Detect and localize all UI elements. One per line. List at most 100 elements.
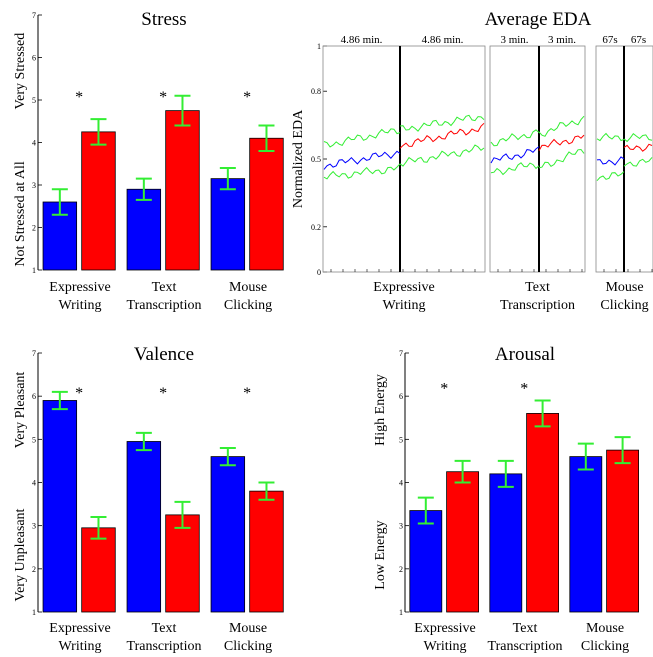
y-tick-label: 1 (399, 608, 403, 617)
bar (249, 137, 284, 271)
segment-label: 3 min. (500, 34, 528, 46)
category-label: Clicking (600, 298, 648, 313)
y-tick-label: 3 (32, 181, 36, 190)
bar (165, 514, 200, 613)
eda-frame (489, 45, 586, 273)
category-label: Writing (424, 639, 467, 654)
category-label: Transcription (500, 298, 575, 313)
significance-marker: * (159, 385, 167, 402)
y-tick-label: 3 (399, 522, 403, 531)
y-tick-label: 1 (317, 42, 321, 51)
category-label: Expressive (49, 621, 110, 636)
category-label: Clicking (224, 298, 272, 313)
bar (606, 449, 639, 613)
significance-marker: * (243, 89, 251, 106)
category-label: Expressive (414, 621, 475, 636)
significance-marker: * (243, 385, 251, 402)
eda-upper-trace (490, 129, 540, 147)
y-label-low: Low Energy (373, 520, 388, 589)
bar (249, 490, 284, 613)
eda-lower-trace (596, 171, 625, 182)
bar (42, 400, 78, 613)
eda-upper-trace (596, 132, 625, 142)
y-label-low: Not Stressed at All (13, 161, 28, 266)
bar (81, 131, 116, 271)
bar (526, 413, 559, 613)
y-tick-label: 4 (32, 479, 36, 488)
y-tick-label: 5 (32, 435, 36, 444)
eda-upper-trace (538, 115, 585, 137)
eda-mean-trace-after (623, 143, 653, 152)
category-label: Text (525, 280, 550, 295)
y-tick-label: 5 (32, 96, 36, 105)
bar (446, 471, 480, 613)
bar (489, 473, 523, 613)
eda-mean-trace-before (490, 146, 540, 164)
y-tick-label: 1 (32, 608, 36, 617)
panel-eda: Average EDA Normalized EDA 0 0.2 0.5 0.8 1 4.86… (291, 9, 653, 313)
segment-label: 4.86 min. (422, 34, 464, 46)
y-tick-label: 2 (32, 224, 36, 233)
category-label: Text (152, 621, 177, 636)
category-label: Expressive (373, 280, 434, 295)
y-label-high: High Energy (373, 374, 388, 446)
eda-lower-trace (490, 162, 540, 176)
eda-mean-trace-after (399, 122, 485, 149)
eda-frame (322, 45, 486, 273)
y-tick-label: 0.2 (311, 223, 321, 232)
y-label-high: Very Stressed (13, 33, 28, 110)
significance-marker: * (75, 385, 83, 402)
y-tick-label: 4 (399, 479, 403, 488)
y-tick-label: 3 (32, 522, 36, 531)
segment-label: 4.86 min. (341, 34, 383, 46)
chart-title: Valence (134, 344, 194, 365)
category-label: Mouse (229, 280, 267, 295)
eda-upper-trace (623, 132, 653, 143)
y-tick-label: 2 (399, 565, 403, 574)
bar (81, 527, 116, 613)
bar (210, 456, 246, 613)
bar (210, 178, 246, 271)
eda-upper-trace (399, 114, 485, 132)
y-tick-label: 2 (32, 565, 36, 574)
eda-lower-trace (399, 144, 485, 167)
category-label: Mouse (586, 621, 624, 636)
y-tick-label: 7 (32, 11, 36, 20)
bar (165, 110, 200, 271)
category-label: Transcription (488, 639, 563, 654)
category-label: Mouse (229, 621, 267, 636)
bar (126, 188, 162, 271)
chart-title: Stress (141, 9, 186, 30)
panel-stress: 1 2 3 4 5 6 7 Stress Not Stressed at All Very Str… (13, 9, 284, 313)
chart-title: Average EDA (485, 9, 592, 30)
significance-marker: * (75, 89, 83, 106)
category-label: Writing (59, 298, 102, 313)
y-label: Normalized EDA (291, 109, 306, 208)
segment-label: 3 min. (548, 34, 576, 46)
bar (409, 510, 443, 613)
significance-marker: * (440, 381, 448, 398)
y-tick-label: 4 (32, 139, 36, 148)
y-tick-label: 1 (32, 266, 36, 275)
y-tick-label: 0.5 (311, 155, 321, 164)
category-label: Writing (383, 298, 426, 313)
y-tick-label: 7 (399, 349, 403, 358)
eda-lower-trace (538, 148, 585, 169)
y-tick-label: 0 (317, 268, 321, 277)
category-label: Clicking (224, 639, 272, 654)
y-tick-label: 0.8 (311, 87, 321, 96)
significance-marker: * (159, 89, 167, 106)
category-label: Writing (59, 639, 102, 654)
category-label: Mouse (605, 280, 643, 295)
bar (569, 456, 603, 613)
eda-mean-trace-before (323, 150, 401, 170)
y-tick-label: 6 (32, 54, 36, 63)
significance-marker: * (520, 381, 528, 398)
category-label: Text (152, 280, 177, 295)
eda-lower-trace (623, 157, 653, 167)
eda-mean-trace-after (538, 134, 585, 152)
category-label: Clicking (581, 639, 629, 654)
y-label-high: Very Pleasant (13, 372, 28, 449)
segment-label: 67s (631, 34, 646, 46)
